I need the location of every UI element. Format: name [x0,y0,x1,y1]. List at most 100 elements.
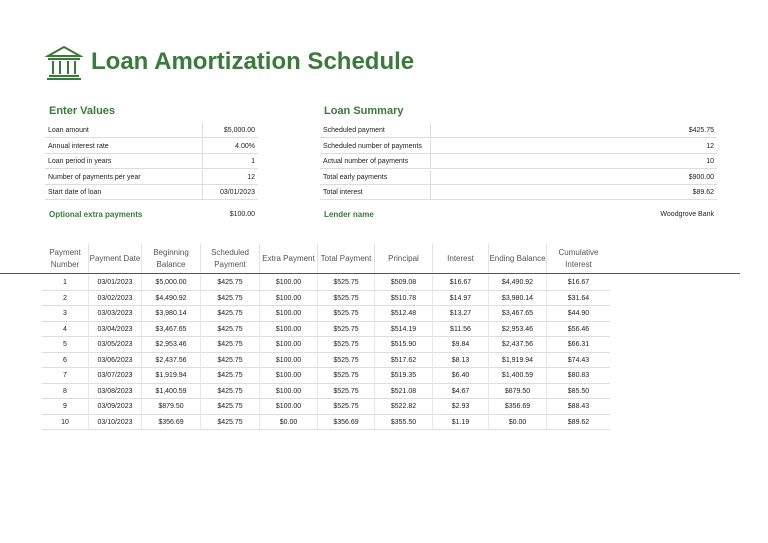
table-cell: $44.90 [546,306,610,322]
column-header: Scheduled Payment [200,244,259,273]
table-cell: $425.75 [200,352,259,368]
table-cell: $2.93 [432,399,488,415]
field-label: Loan period in years [45,154,202,170]
table-cell: $1.19 [432,414,488,430]
table-cell: $4.67 [432,383,488,399]
table-cell: $425.75 [200,290,259,306]
table-cell: $9.84 [432,337,488,353]
table-cell: $100.00 [259,321,317,337]
bank-icon [45,45,83,80]
table-cell: $525.75 [317,321,374,337]
table-cell: 03/07/2023 [88,368,141,384]
table-cell: $510.78 [374,290,432,306]
table-cell: $1,400.59 [141,383,200,399]
table-cell: $6.40 [432,368,488,384]
table-cell: 2 [42,291,88,306]
table-cell: $31.64 [546,290,610,306]
table-cell: $2,953.46 [488,321,546,337]
table-cell: $355.50 [374,414,432,430]
table-cell: $80.83 [546,368,610,384]
table-cell: $525.75 [317,290,374,306]
field-label: Annual interest rate [45,139,202,154]
table-cell: $519.35 [374,368,432,384]
table-cell: 3 [42,306,88,322]
column-header: Payment Date [88,244,141,273]
field-value: $900.00 [430,169,717,185]
field-value: 12 [202,169,258,185]
table-cell: $425.75 [200,414,259,430]
field-label: Scheduled payment [320,123,430,138]
table-cell: $425.75 [200,383,259,399]
table-cell: 03/08/2023 [88,383,141,399]
table-cell: $425.75 [200,321,259,337]
table-cell: $100.00 [259,306,317,322]
table-cell: 03/10/2023 [88,414,141,430]
table-cell: 03/09/2023 [88,399,141,415]
column-header: Ending Balance [488,244,546,273]
table-cell: $100.00 [259,368,317,384]
field-value: 4.00% [202,138,258,154]
table-cell: $14.97 [432,290,488,306]
table-cell: $1,919.94 [141,368,200,384]
table-cell: $16.67 [546,275,610,291]
table-cell: $2,437.56 [488,337,546,353]
table-cell: $525.75 [317,368,374,384]
table-cell: 03/03/2023 [88,306,141,322]
table-cell: $11.56 [432,321,488,337]
table-cell: 4 [42,322,88,337]
table-cell: $100.00 [259,290,317,306]
field-label: Total early payments [320,170,430,185]
table-cell: $425.75 [200,337,259,353]
section-heading: Enter Values [49,105,116,117]
table-cell: $522.82 [374,399,432,415]
field-value: 1 [202,154,258,170]
table-cell: $879.50 [488,383,546,399]
field-label: Loan amount [45,123,202,138]
table-cell: $5,000.00 [141,275,200,291]
field-label: Scheduled number of payments [320,139,430,154]
field-value: 12 [430,138,717,154]
header-rule [0,273,740,274]
accent-label: Lender name [324,210,374,219]
table-cell: $517.62 [374,352,432,368]
table-cell: $3,980.14 [488,290,546,306]
table-cell: $521.08 [374,383,432,399]
column-header: Extra Payment [259,244,317,273]
table-cell: $100.00 [259,275,317,291]
column-header: Principal [374,244,432,273]
table-cell: $0.00 [259,414,317,430]
table-cell: $89.62 [546,414,610,430]
table-cell: $514.19 [374,321,432,337]
table-cell: $4,490.92 [141,290,200,306]
field-label: Start date of loan [45,185,202,201]
table-cell: $356.69 [317,414,374,430]
field-value: $89.62 [430,185,717,201]
column-header: Cumulative Interest [546,244,610,273]
table-cell: 03/04/2023 [88,321,141,337]
table-cell: $66.31 [546,337,610,353]
table-cell: 10 [42,415,88,430]
table-cell: $56.46 [546,321,610,337]
table-cell: 8 [42,384,88,399]
table-cell: 03/05/2023 [88,337,141,353]
table-cell: $16.67 [432,275,488,291]
field-label: Total interest [320,185,430,201]
table-cell: 7 [42,368,88,384]
table-cell: $1,919.94 [488,352,546,368]
table-cell: $425.75 [200,368,259,384]
field-label: Number of payments per year [45,170,202,185]
table-cell: $425.75 [200,275,259,291]
table-cell: $515.90 [374,337,432,353]
table-cell: $3,467.65 [141,321,200,337]
field-value: $425.75 [430,123,717,138]
column-header: Interest [432,244,488,273]
page-title: Loan Amortization Schedule [91,48,415,75]
accent-value: $100.00 [229,211,255,218]
table-cell: $356.69 [141,414,200,430]
table-cell: $425.75 [200,306,259,322]
table-cell: $356.69 [488,399,546,415]
table-cell: $525.75 [317,383,374,399]
table-cell: $509.08 [374,275,432,291]
table-cell: $525.75 [317,399,374,415]
